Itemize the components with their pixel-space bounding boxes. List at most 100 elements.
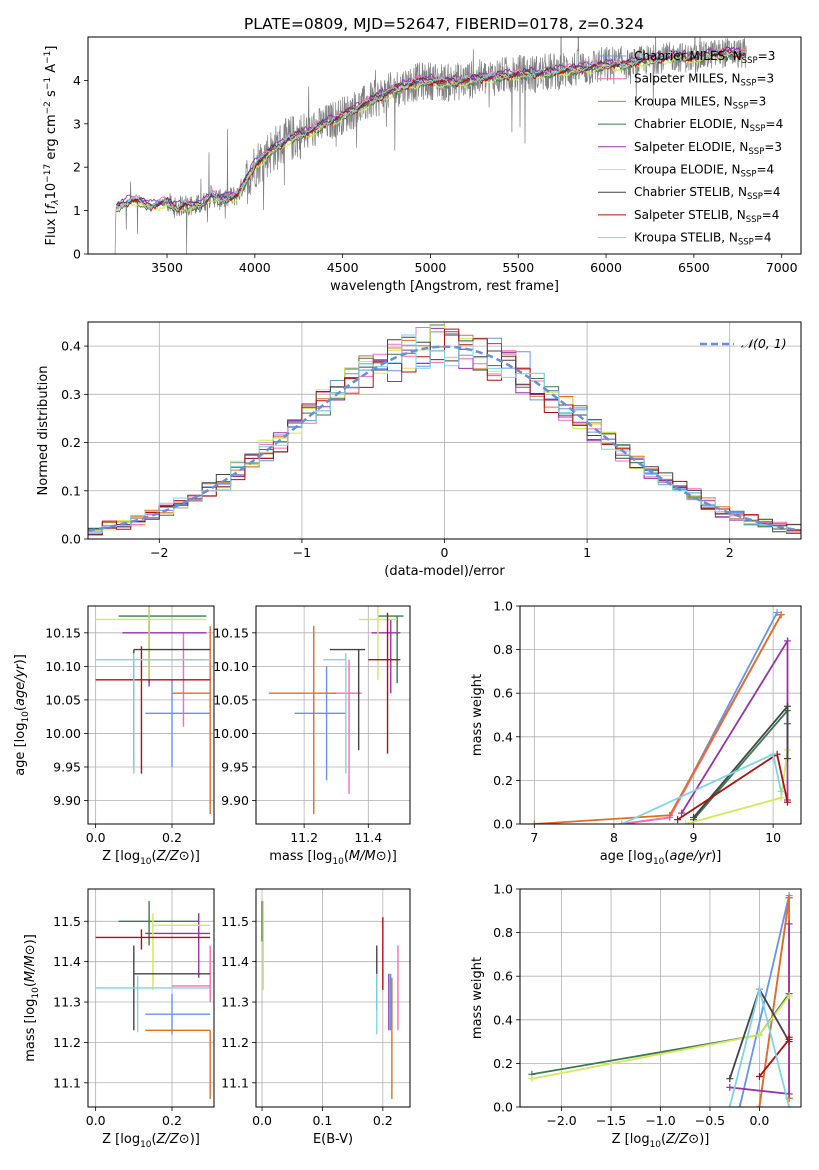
x-tick-label: 6000 — [590, 260, 622, 275]
y-tick-label: 9.90 — [53, 793, 81, 808]
legend-entry-name: Salpeter MILES, N — [634, 72, 741, 86]
y-tick-label: 0 — [73, 247, 81, 262]
mass-weight-vs-metallicity-panel: −2.0 −1.5 −1.0 −0.5 0.0 0.0 0.2 0.4 0.6 0.8 1.0 Z [… — [470, 882, 802, 1150]
y-tick-label: 11.3 — [53, 995, 81, 1010]
y-tick-label: 10.15 — [45, 625, 81, 640]
x-tick-label: 5000 — [415, 260, 447, 275]
legend-entry-subscript: SSP — [741, 170, 757, 180]
legend-entry-count: =3 — [756, 72, 774, 86]
residual-histogram-panel: −2 −1 0 1 2 0.0 0.1 0.2 0.3 0.4 (data-model)/error… — [36, 321, 802, 579]
plot-area — [261, 901, 399, 1099]
axes-frame — [87, 321, 802, 540]
legend-entry: Salpeter MILES, NSSP=3 — [634, 72, 774, 89]
legend-entry: 𝒩(0, 1) — [741, 336, 787, 351]
label-segment: )] — [387, 849, 397, 864]
y-axis-label: mass weight — [470, 674, 485, 756]
plot-area — [114, 37, 747, 254]
x-tick-label: −2.0 — [546, 1113, 576, 1128]
label-segment: 10 — [650, 1140, 662, 1150]
model-spectrum-line — [116, 46, 747, 208]
x-tick-label: 0.2 — [162, 830, 182, 845]
y-tick-label: 0.0 — [493, 817, 513, 832]
model-spectrum-line — [115, 49, 747, 213]
y-tick-label: 0.1 — [61, 483, 81, 498]
legend-entry-count: =4 — [754, 231, 772, 245]
x-tick-label: 0 — [441, 545, 449, 560]
label-segment: ( — [13, 706, 28, 711]
label-segment: Z/Z⊙ — [156, 849, 190, 864]
label-segment: ( — [661, 1132, 666, 1147]
legend-entry-count: =3 — [749, 94, 767, 108]
label-segment: 10 — [140, 857, 152, 867]
label-segment: −1 — [43, 51, 53, 64]
y-tick-label: 0.6 — [493, 686, 513, 701]
y-tick-label: 0.4 — [493, 1012, 513, 1027]
y-tick-label: 9.95 — [221, 759, 249, 774]
plot-area — [95, 606, 211, 814]
x-tick-label: 2 — [726, 545, 734, 560]
label-segment: )] — [190, 1132, 200, 1147]
y-tick-label: 0.0 — [61, 532, 81, 547]
legend-entry-subscript: SSP — [733, 101, 749, 111]
label-segment: A — [44, 64, 59, 77]
x-axis-label: E(B-V) — [313, 1132, 353, 1147]
label-segment: age [log — [600, 849, 653, 864]
axes-frame — [87, 605, 215, 825]
y-tick-label: 0.3 — [61, 387, 81, 402]
x-tick-label: 0.1 — [312, 1113, 332, 1128]
label-segment: λ — [51, 199, 61, 205]
y-tick-label: 11.4 — [53, 954, 81, 969]
mass-weight-series — [758, 1037, 790, 1078]
label-segment: ( — [344, 849, 349, 864]
y-tick-label: 2 — [73, 160, 81, 175]
x-axis-label: (data-model)/error — [384, 564, 505, 579]
y-axis-label: age [log10(age/yr)] — [13, 654, 31, 776]
axes-frame — [87, 888, 215, 1108]
y-tick-label: 0.0 — [493, 1100, 513, 1115]
legend-entry-name: Chabrier ELODIE, N — [634, 117, 750, 131]
x-axis-label: Z [log10(Z/Z⊙)] — [612, 1132, 710, 1150]
mass-weight-series — [621, 614, 782, 824]
mass-vs-metallicity-panel: 0.0 0.211.111.211.311.411.5Z [log10(Z/Z⊙)… — [23, 888, 215, 1150]
x-axis-label: age [log10(age/yr)] — [600, 849, 722, 867]
y-tick-label: 4 — [73, 73, 81, 88]
legend-entry-name: Salpeter ELODIE, N — [634, 140, 748, 154]
y-tick-label: 11.2 — [53, 1035, 81, 1050]
x-axis-label: Z [log10(Z/Z⊙)] — [102, 1132, 200, 1150]
age-vs-metallicity-panel: 0.0 0.2 9.90 9.95 10.00 10.05 10.10 10.15 Z [log… — [13, 605, 215, 867]
legend-entry-name: Chabrier STELIB, N — [634, 185, 747, 199]
legend-entry-count: =4 — [756, 163, 774, 177]
y-axis-label: mass [log10(M/M⊙)] — [23, 934, 41, 1062]
plot-area — [88, 324, 801, 536]
mass-weight-series — [621, 612, 778, 824]
label-segment: ( — [664, 849, 669, 864]
x-tick-label: −2 — [150, 545, 168, 560]
figure-title: PLATE=0809, MJD=52647, FIBERID=0178, z=0… — [244, 15, 644, 33]
label-segment: ( — [23, 982, 38, 987]
label-segment: f — [44, 202, 59, 209]
y-axis-label: mass weight — [470, 957, 485, 1039]
label-segment: M/M⊙ — [349, 849, 387, 864]
y-tick-label: 11.3 — [221, 995, 249, 1010]
plot-area — [268, 606, 404, 814]
label-segment: Z/Z⊙ — [156, 1132, 190, 1147]
model-spectrum-line — [115, 46, 747, 210]
x-axis-label: mass [log10(M/M⊙)] — [269, 849, 397, 867]
legend-entry-subscript: SSP — [746, 215, 762, 225]
x-tick-label: 4500 — [327, 260, 359, 275]
y-tick-label: 9.95 — [53, 759, 81, 774]
x-tick-label: 3500 — [151, 260, 183, 275]
y-tick-label: 0.6 — [493, 969, 513, 984]
x-tick-label: 5500 — [502, 260, 534, 275]
x-tick-label: 8 — [610, 830, 618, 845]
y-tick-label: 9.90 — [221, 793, 249, 808]
y-tick-label: 10.05 — [213, 692, 249, 707]
label-segment: Z/Z⊙ — [665, 1132, 699, 1147]
label-segment: )] — [711, 849, 721, 864]
label-segment: 10 — [31, 987, 41, 999]
y-tick-label: 10.00 — [45, 726, 81, 741]
model-spectrum-line — [115, 48, 747, 213]
legend-entry-subscript: SSP — [741, 79, 757, 89]
legend-entry-subscript: SSP — [750, 124, 766, 134]
y-tick-label: 11.5 — [53, 914, 81, 929]
